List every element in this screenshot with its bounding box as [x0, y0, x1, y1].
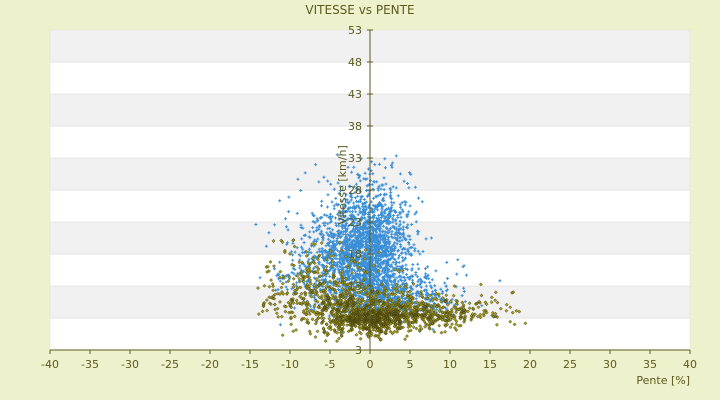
y-tick-label: 3 [355, 344, 362, 357]
y-tick-label: 43 [348, 88, 362, 101]
x-tick-label: -15 [241, 358, 259, 371]
y-tick-label: 33 [348, 152, 362, 165]
x-axis-ticks: -40 -35 -30 -25 -20 -15 -10 -5 0 5 10 15 20 25 30 35 40 [41, 350, 697, 371]
x-tick-label: -5 [325, 358, 336, 371]
x-tick-label: -25 [161, 358, 179, 371]
y-tick-label: 38 [348, 120, 362, 133]
x-tick-label: 15 [483, 358, 497, 371]
x-tick-label: -20 [201, 358, 219, 371]
x-tick-label: 10 [443, 358, 457, 371]
x-tick-label: 5 [407, 358, 414, 371]
chart-title: VITESSE vs PENTE [305, 3, 414, 17]
x-tick-label: 35 [643, 358, 657, 371]
x-tick-label: 20 [523, 358, 537, 371]
y-tick-label: 23 [348, 216, 362, 229]
x-tick-label: 30 [603, 358, 617, 371]
x-tick-label: -10 [281, 358, 299, 371]
y-tick-label: 18 [348, 248, 362, 261]
y-tick-label: 53 [348, 24, 362, 37]
x-axis-label: Pente [%] [636, 374, 690, 387]
x-tick-label: -35 [81, 358, 99, 371]
x-tick-label: -30 [121, 358, 139, 371]
x-tick-label: 40 [683, 358, 697, 371]
y-axis-label: Vitesse [km/h] [336, 145, 349, 225]
y-axis-ticks: 53 48 43 38 33 28 23 18 13 8 3 [348, 24, 373, 357]
x-tick-label: -40 [41, 358, 59, 371]
x-tick-label: 25 [563, 358, 577, 371]
series-0 [254, 153, 502, 334]
y-tick-label: 13 [348, 280, 362, 293]
series-0-markers [254, 153, 502, 334]
y-tick-label: 48 [348, 56, 362, 69]
y-tick-label: 8 [355, 312, 362, 325]
x-tick-label: 0 [367, 358, 374, 371]
y-tick-label: 28 [348, 184, 362, 197]
